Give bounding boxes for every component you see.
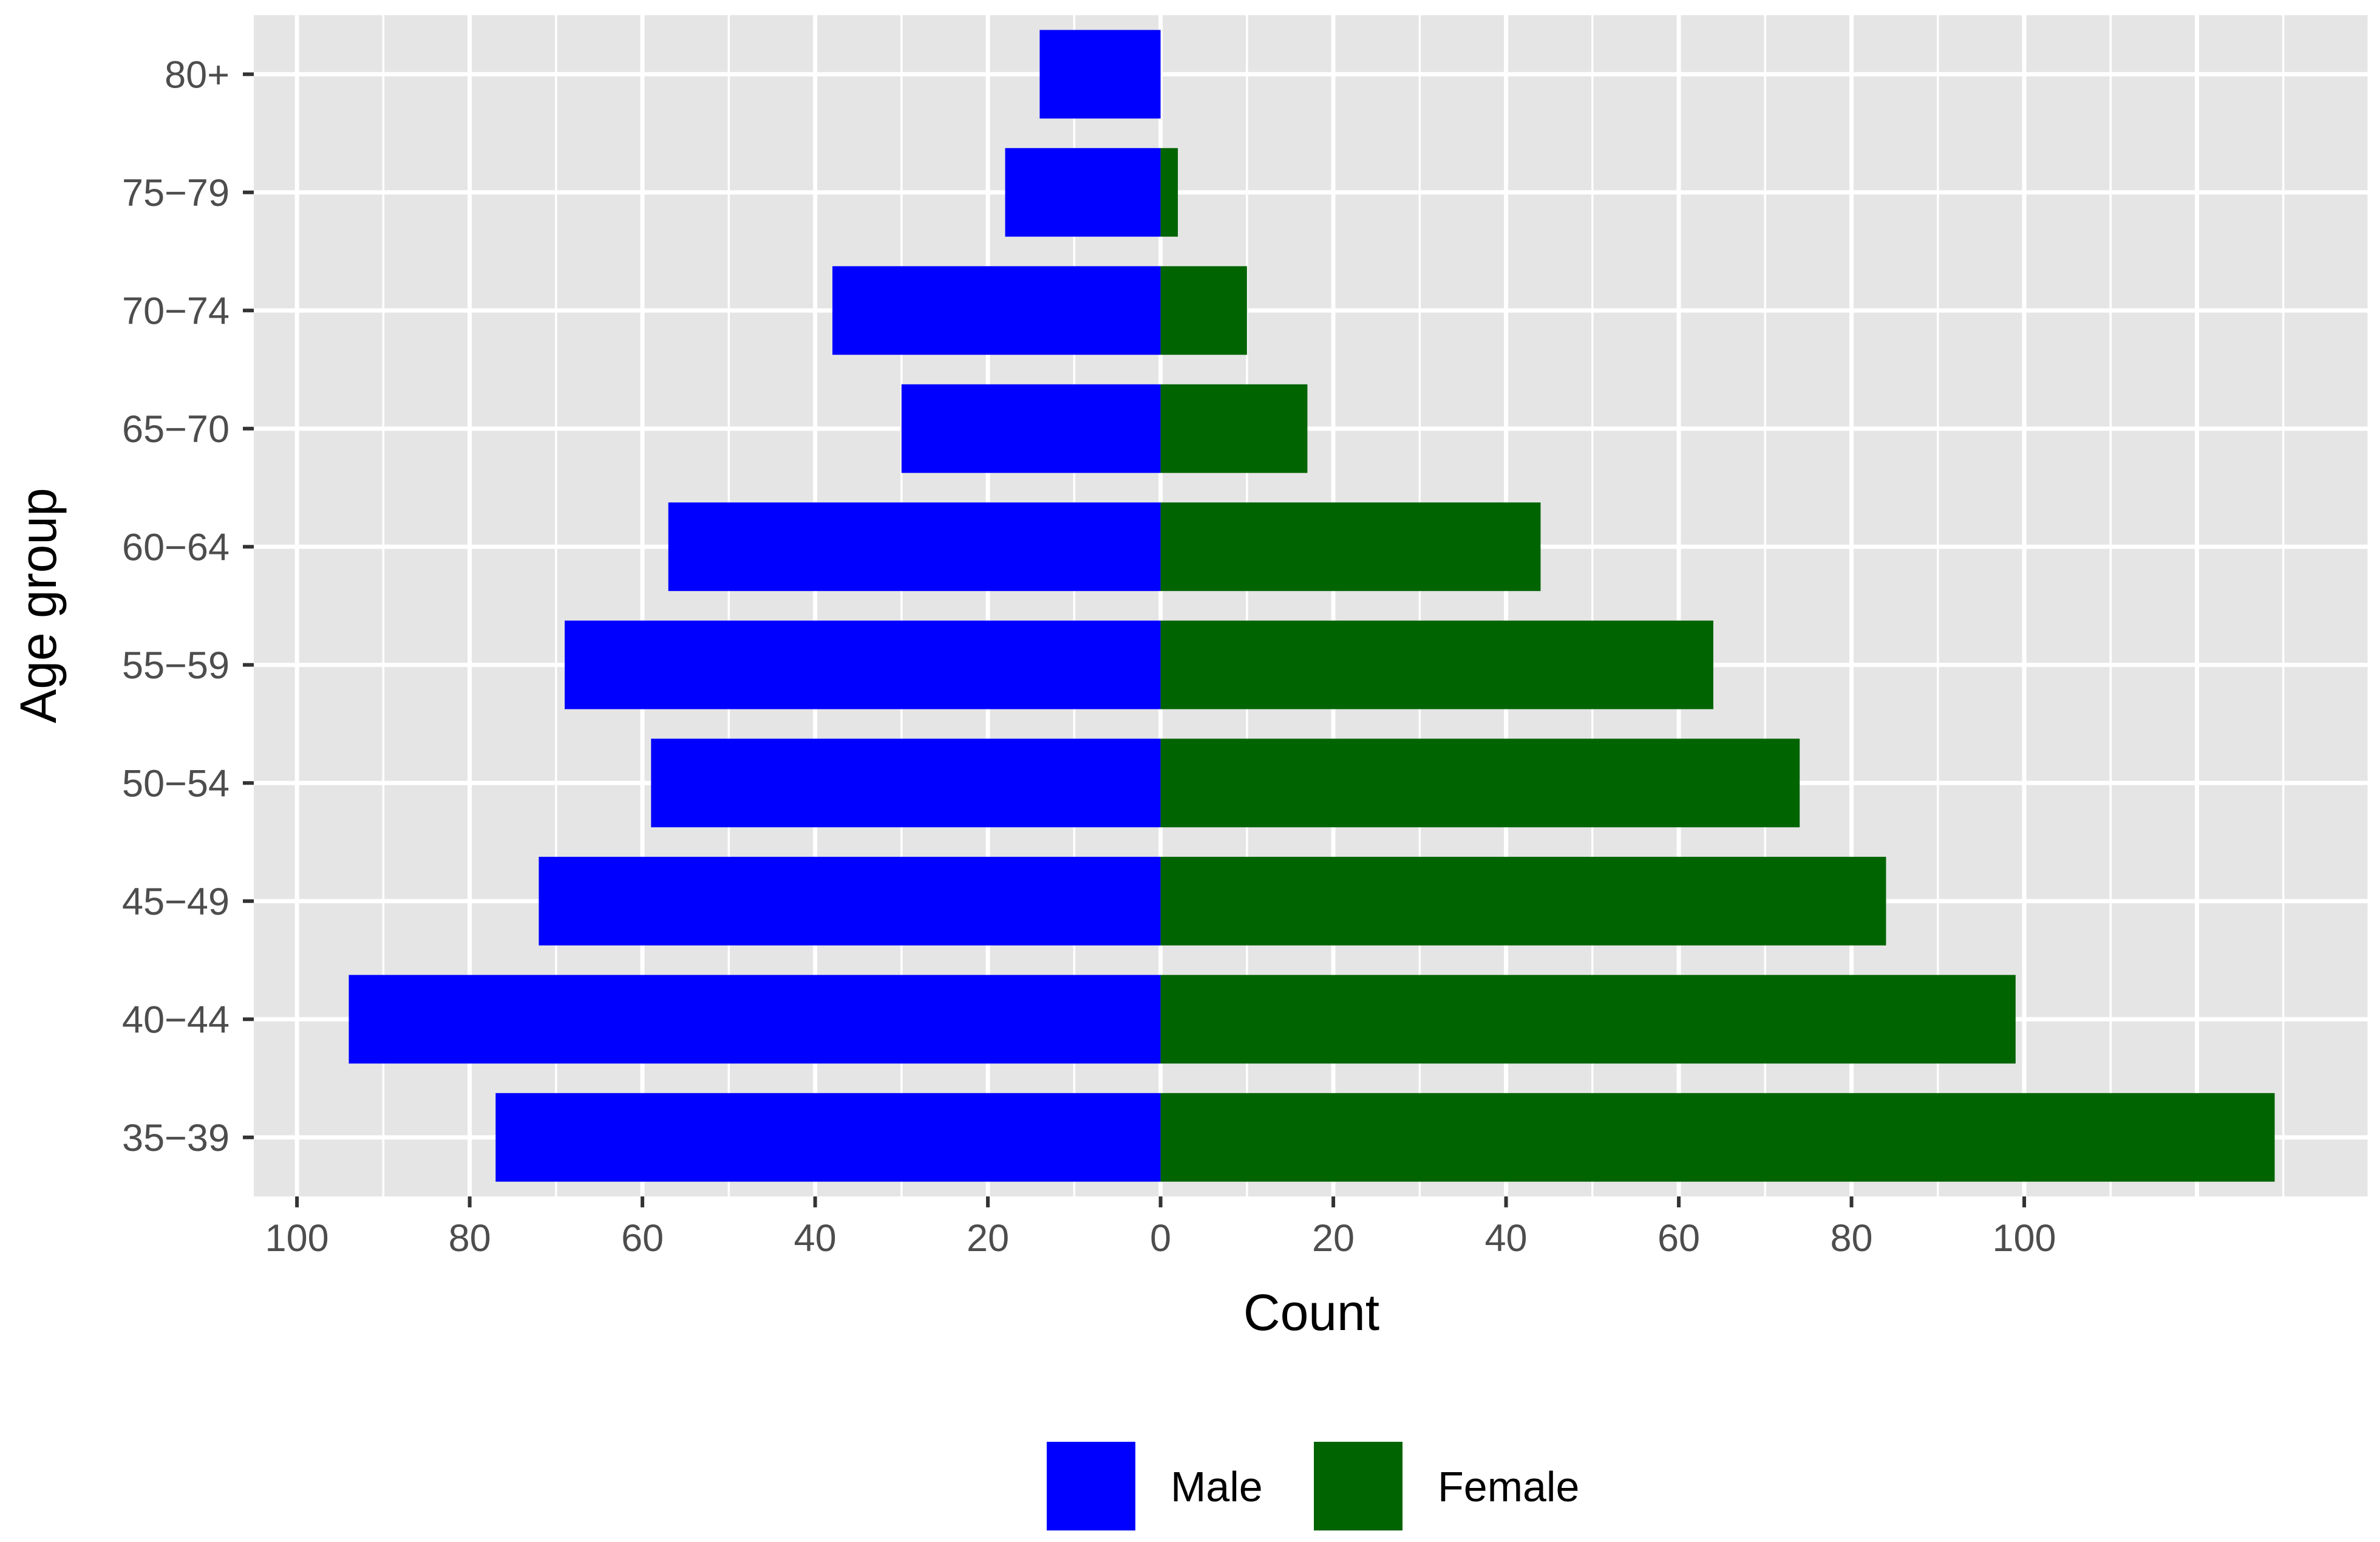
bar-male-6 — [901, 384, 1161, 473]
bar-male-3 — [651, 739, 1161, 828]
bar-female-8 — [1160, 148, 1178, 237]
bar-male-1 — [348, 975, 1161, 1064]
bar-male-2 — [539, 856, 1161, 946]
y-axis-title: Age group — [10, 488, 67, 723]
x-tick-label: 100 — [1992, 1217, 2056, 1260]
bar-male-7 — [832, 266, 1161, 355]
legend-label-male: Male — [1171, 1463, 1263, 1510]
x-axis: 100 80 60 40 20 0 20 40 60 80 100 — [265, 1196, 2056, 1260]
bar-female-6 — [1160, 384, 1308, 473]
y-tick-label: 55−59 — [122, 644, 229, 687]
bars — [348, 30, 2275, 1182]
bar-male-9 — [1039, 30, 1161, 119]
bar-female-7 — [1160, 266, 1247, 355]
legend: Male Female — [1044, 1439, 1579, 1533]
y-tick-label: 35−39 — [122, 1117, 229, 1159]
y-tick-label: 60−64 — [122, 526, 229, 568]
x-tick-label: 0 — [1150, 1217, 1171, 1260]
x-tick-label: 20 — [967, 1217, 1009, 1260]
x-axis-title: Count — [1243, 1284, 1379, 1341]
x-tick-label: 80 — [1830, 1217, 1872, 1260]
bar-male-5 — [668, 502, 1161, 592]
x-tick-label: 60 — [1657, 1217, 1700, 1260]
bar-female-3 — [1160, 739, 1800, 828]
bar-male-0 — [495, 1093, 1161, 1182]
y-tick-label: 75−79 — [122, 172, 229, 214]
x-tick-label: 80 — [449, 1217, 491, 1260]
y-tick-label: 80+ — [165, 53, 229, 96]
legend-label-female: Female — [1438, 1463, 1579, 1510]
y-tick-label: 45−49 — [122, 881, 229, 923]
bar-female-2 — [1160, 856, 1886, 946]
y-tick-label: 70−74 — [122, 290, 229, 332]
y-tick-label: 40−44 — [122, 998, 229, 1041]
bar-female-4 — [1160, 620, 1713, 709]
bar-male-4 — [565, 620, 1161, 709]
x-tick-label: 100 — [265, 1217, 329, 1260]
bar-female-0 — [1160, 1093, 2275, 1182]
y-tick-label: 50−54 — [122, 762, 229, 805]
y-axis: 35−39 40−44 45−49 50−54 55−59 60−64 65−70 70−74… — [122, 53, 254, 1159]
x-tick-label: 40 — [794, 1217, 837, 1260]
bar-male-8 — [1005, 148, 1161, 237]
legend-key-male — [1044, 1439, 1138, 1533]
bar-female-1 — [1160, 975, 2016, 1064]
bar-female-5 — [1160, 502, 1541, 592]
y-tick-label: 65−70 — [122, 408, 229, 451]
x-tick-label: 40 — [1485, 1217, 1528, 1260]
x-tick-label: 60 — [621, 1217, 664, 1260]
x-tick-label: 20 — [1312, 1217, 1355, 1260]
legend-key-female — [1311, 1439, 1405, 1533]
